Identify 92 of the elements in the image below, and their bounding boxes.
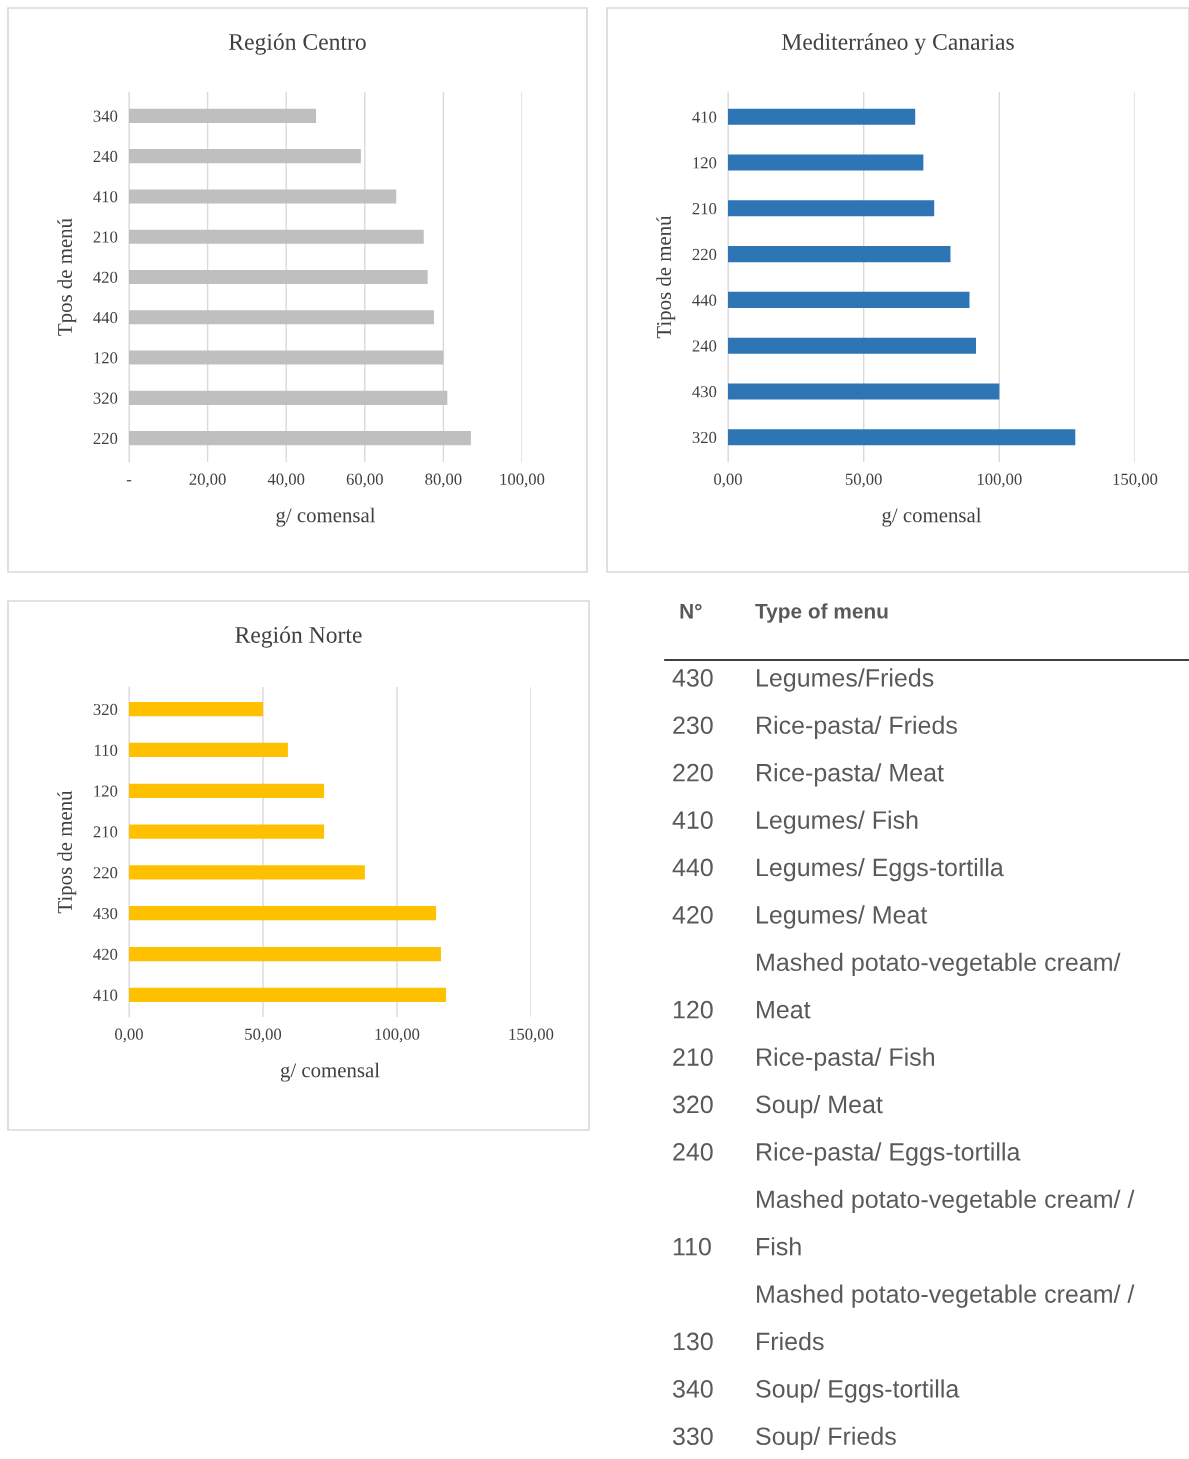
x-tick-label: 150,00 xyxy=(509,1028,554,1043)
text: 230 xyxy=(673,716,713,735)
y-tick-label: 120 xyxy=(693,157,717,169)
y-tick-label: 320 xyxy=(692,431,717,444)
x-tick-label: 20,00 xyxy=(189,473,226,488)
text: Rice-pasta/ Frieds xyxy=(757,715,957,740)
y-tick-label: 220 xyxy=(93,867,118,879)
x-tick-label: - xyxy=(126,480,132,482)
y-tick-label: 210 xyxy=(93,826,118,838)
x-tick-label: 60,00 xyxy=(346,473,383,488)
y-axis-title: Tpos de menú xyxy=(57,218,77,336)
text: Rice-pasta/ Eggs-tortilla xyxy=(757,1142,1021,1166)
chart-title: Región Norte xyxy=(235,626,362,648)
x-axis-title: g/ comensal xyxy=(276,507,376,527)
y-tick-label: 430 xyxy=(692,386,717,398)
text: Legumes/ Meat xyxy=(757,905,928,929)
bar xyxy=(129,350,444,365)
bar xyxy=(129,189,397,204)
x-axis-title: g/ comensal xyxy=(882,507,982,527)
text: 130 xyxy=(673,1332,713,1351)
y-tick-label: 440 xyxy=(93,311,118,324)
bar xyxy=(728,200,935,217)
x-tick-label: 50,00 xyxy=(245,1028,282,1043)
bar xyxy=(129,108,317,123)
x-tick-label: 0,00 xyxy=(115,1028,143,1043)
text: Legumes/Frieds xyxy=(757,668,934,692)
bar xyxy=(129,742,288,758)
chart-title: Mediterráneo y Canarias xyxy=(781,33,1014,55)
x-tick-label: 80,00 xyxy=(425,473,462,488)
y-tick-label: 420 xyxy=(93,948,118,960)
text: Legumes/ Eggs-tortilla xyxy=(757,857,1004,882)
bar xyxy=(129,824,325,839)
bar xyxy=(129,702,263,717)
y-tick-label: 210 xyxy=(692,203,717,215)
x-tick-label: 100,00 xyxy=(977,473,1022,488)
text: Mashed potato-vegetable cream/ Meat xyxy=(757,952,1121,1019)
x-tick-label: 100,00 xyxy=(500,473,545,488)
x-tick-label: 0,00 xyxy=(714,473,742,488)
y-axis-title: Tipos de menú xyxy=(656,215,676,339)
y-tick-label: 420 xyxy=(93,271,118,283)
bar xyxy=(129,783,325,798)
bar xyxy=(728,291,970,308)
y-tick-label: 120 xyxy=(94,785,118,797)
text: Mashed potato-vegetable cream/ / Fish xyxy=(757,1189,1135,1256)
bar xyxy=(728,246,951,263)
text: Rice-pasta/ Fish xyxy=(757,1047,934,1071)
y-tick-label: 410 xyxy=(692,111,717,123)
y-tick-label: 240 xyxy=(692,340,717,352)
text: 330 xyxy=(672,1427,713,1446)
y-tick-label: 430 xyxy=(93,907,118,920)
y-tick-label: 440 xyxy=(692,294,717,306)
bar xyxy=(129,229,424,244)
bar xyxy=(129,987,447,1002)
text: Type of menu xyxy=(755,603,888,623)
y-tick-label: 240 xyxy=(93,150,118,163)
bar xyxy=(728,383,1000,400)
y-tick-label: 210 xyxy=(93,231,118,243)
x-tick-label: 100,00 xyxy=(375,1028,420,1043)
bar xyxy=(728,108,916,125)
bar xyxy=(728,429,1076,446)
text: Mashed potato-vegetable cream/ / Frieds xyxy=(757,1284,1135,1351)
text: Legumes/ Fish xyxy=(757,810,918,834)
bar xyxy=(129,431,471,446)
x-axis-title: g/ comensal xyxy=(280,1062,380,1082)
text: N° xyxy=(680,603,702,619)
text: Soup/ Frieds xyxy=(756,1426,896,1451)
bar xyxy=(129,906,437,921)
y-tick-label: 220 xyxy=(93,432,118,445)
y-tick-label: 220 xyxy=(692,248,717,261)
x-tick-label: 50,00 xyxy=(845,473,882,488)
text: Rice-pasta/ Meat xyxy=(757,763,944,787)
bar xyxy=(728,337,976,354)
y-tick-label: 320 xyxy=(93,703,118,716)
bar xyxy=(129,946,441,962)
x-tick-label: 40,00 xyxy=(267,473,305,488)
y-tick-label: 410 xyxy=(93,989,118,1001)
bar xyxy=(129,269,428,285)
x-tick-label: 150,00 xyxy=(1113,473,1158,488)
y-tick-label: 120 xyxy=(94,352,118,364)
bar xyxy=(129,865,365,880)
y-tick-label: 410 xyxy=(93,191,118,203)
y-tick-label: 320 xyxy=(93,392,118,404)
text: Soup/ Meat xyxy=(756,1094,883,1119)
text: Soup/ Eggs-tortilla xyxy=(756,1379,960,1403)
bar xyxy=(129,310,434,325)
y-tick-label: 340 xyxy=(93,110,118,122)
bar xyxy=(129,149,361,164)
bar xyxy=(728,154,924,171)
bar xyxy=(129,390,448,405)
chart-title: Región Centro xyxy=(228,33,366,55)
y-tick-label: 110 xyxy=(94,744,118,756)
y-axis-title: Tipos de menú xyxy=(57,790,77,914)
